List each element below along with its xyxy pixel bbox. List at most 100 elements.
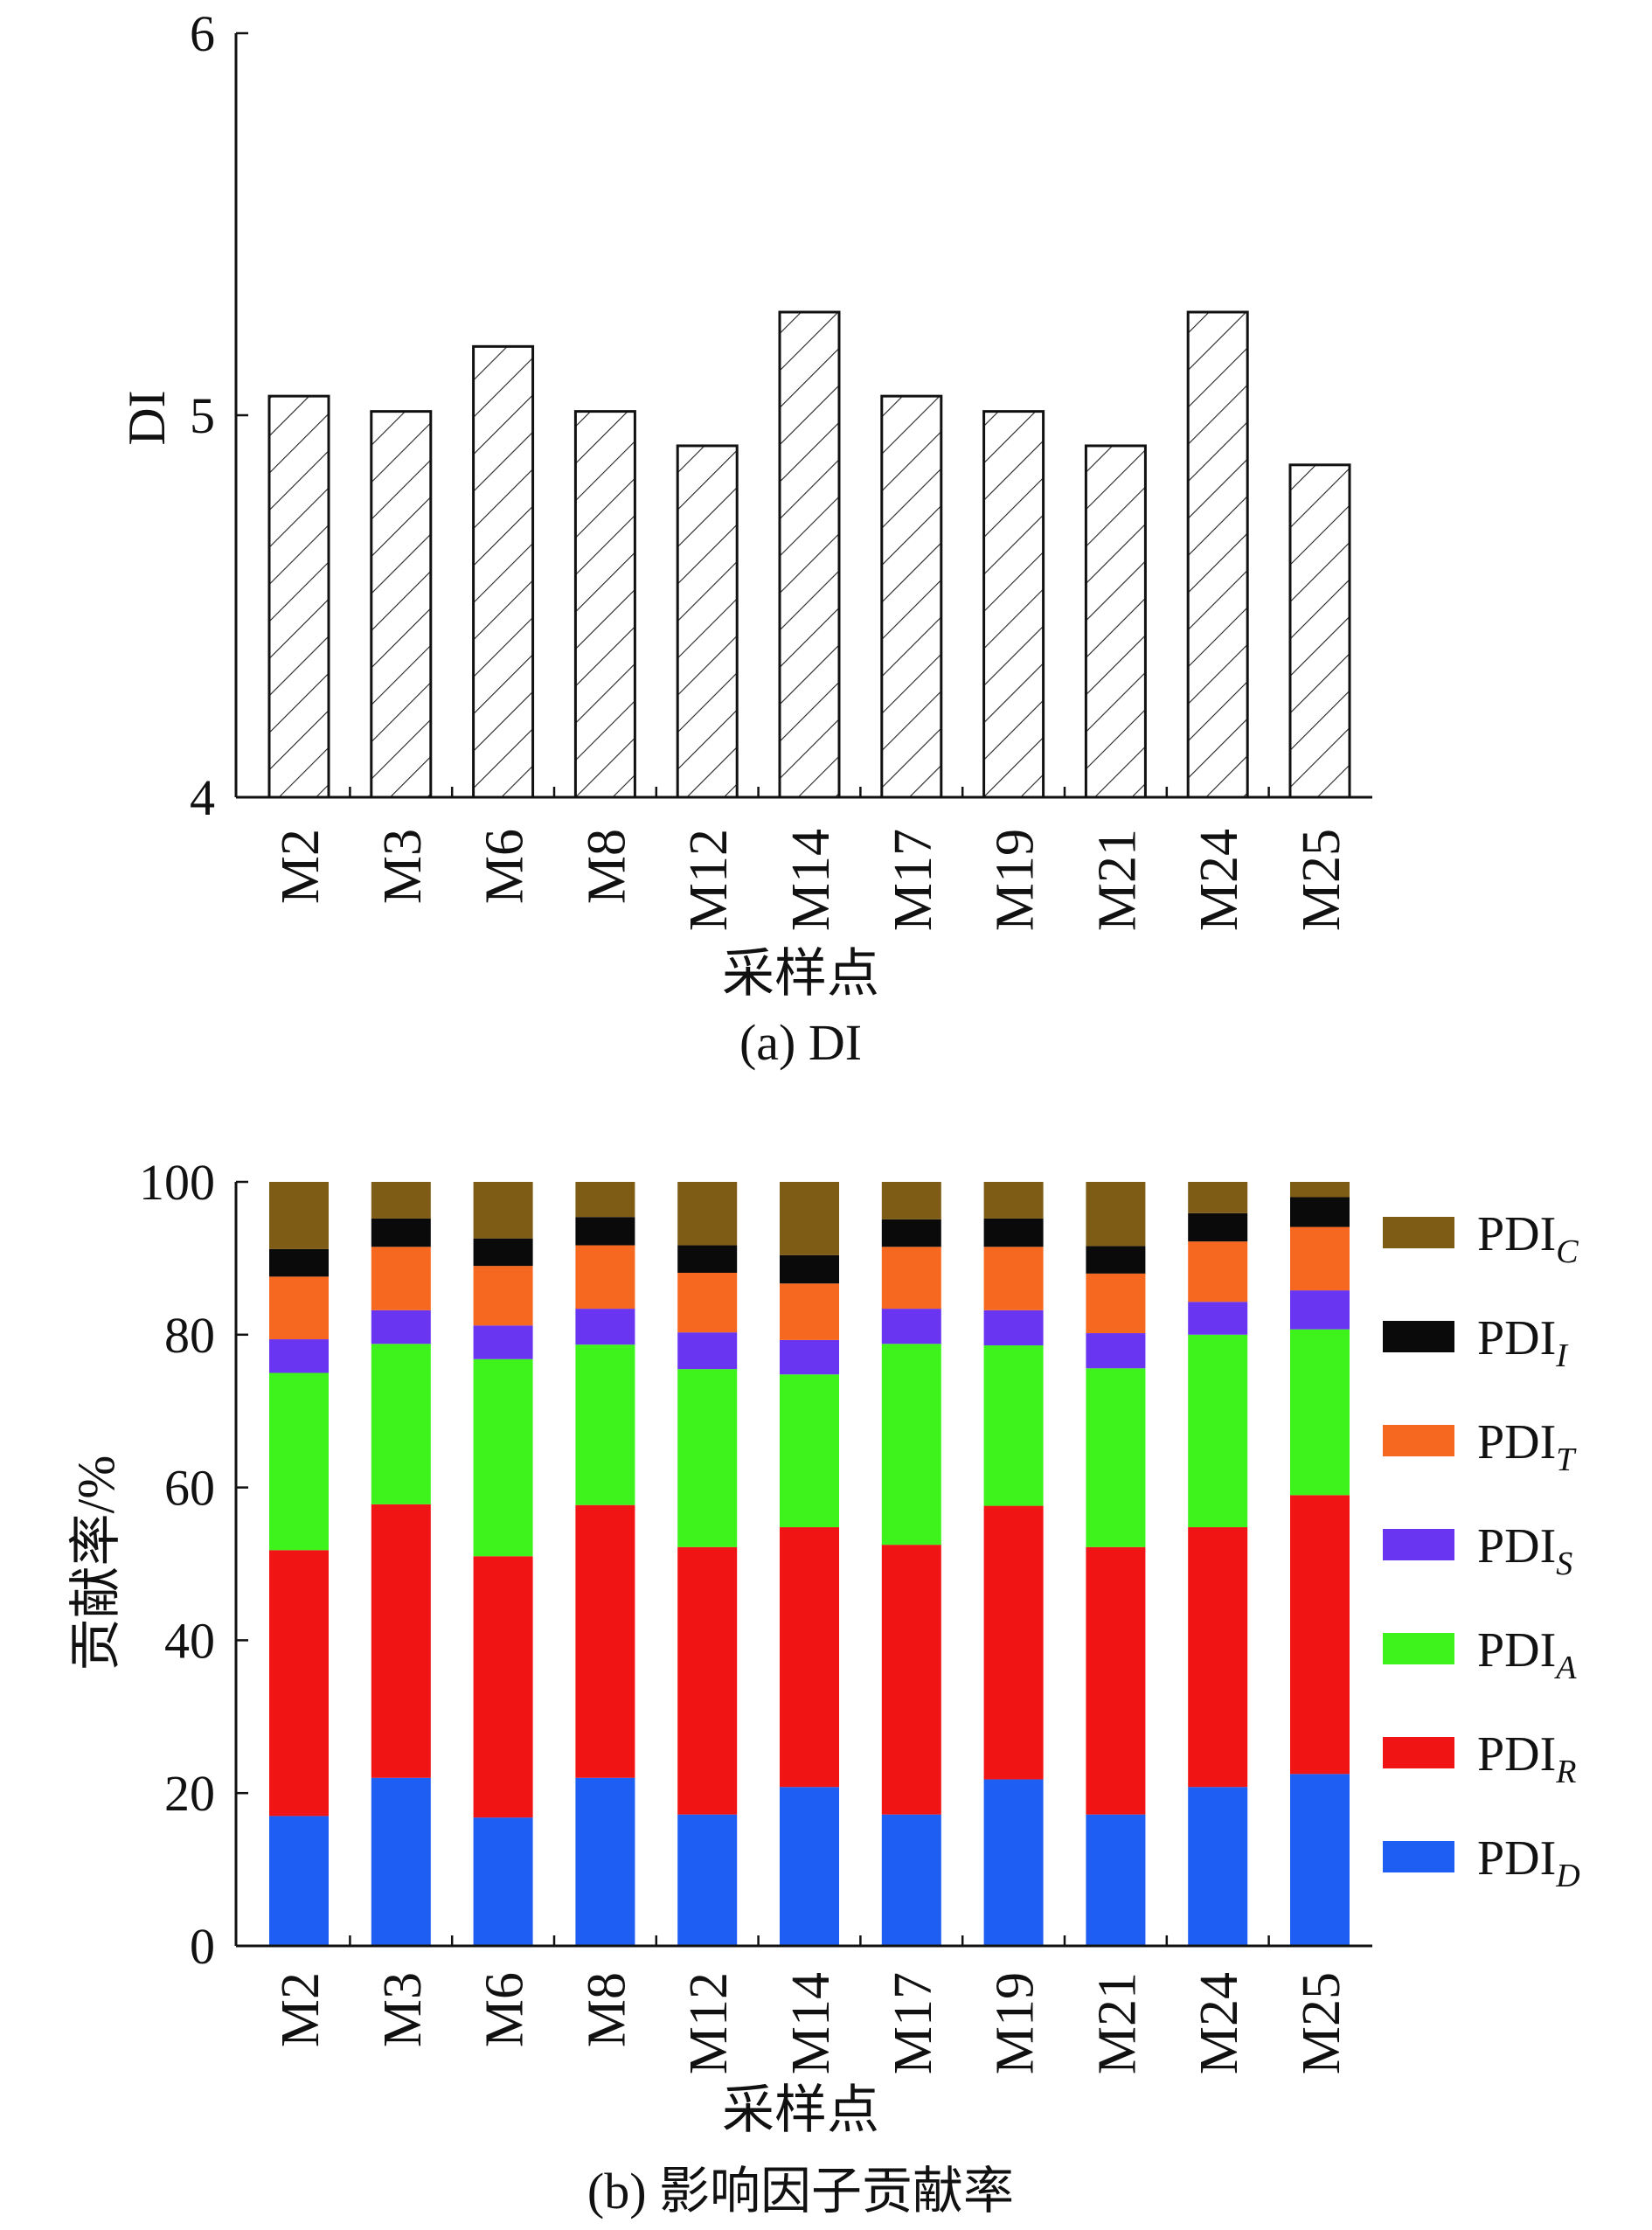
legend-label-s: PDIS (1477, 1519, 1572, 1582)
chart-b-segment-c (1290, 1182, 1350, 1198)
chart-b-y-ticks: 0 20 40 60 80 100 (139, 1154, 248, 1975)
chart-b-segment-c (677, 1182, 738, 1246)
chart-b-caption: (b) 影响因子贡献率 (587, 2163, 1014, 2220)
chart-b-legend: PDIC PDII PDIT PDIS PDIA PDIR PDID (1383, 1207, 1580, 1894)
chart-a-bar (1288, 463, 1351, 799)
chart-a-x-tick-label: M3 (373, 829, 433, 904)
chart-a-x-tick-label: M17 (884, 829, 943, 931)
chart-a-x-tick-label: M8 (577, 829, 636, 904)
chart-a-x-tick-label: M2 (271, 829, 330, 904)
chart-b-segment-t (1188, 1241, 1248, 1303)
chart-b-segment-d (575, 1777, 635, 1946)
chart-b-segment-c (269, 1182, 329, 1249)
chart-b-segment-c (1188, 1182, 1248, 1213)
chart-b-segment-t (1086, 1273, 1146, 1334)
legend-label-r: PDIR (1477, 1727, 1576, 1790)
chart-b-segment-r (881, 1545, 941, 1815)
chart-b-segment-s (1290, 1290, 1350, 1330)
chart-a-bar (676, 444, 739, 799)
chart-b-segment-a (269, 1372, 329, 1551)
chart-b-segment-d (881, 1814, 941, 1946)
chart-b-segment-i (575, 1217, 635, 1246)
chart-b-segment-i (473, 1238, 533, 1267)
chart-b-segment-a (983, 1345, 1044, 1506)
chart-b-x-tick-label: M19 (986, 1972, 1045, 2074)
chart-b-segment-d (677, 1814, 738, 1946)
legend-label-d: PDID (1477, 1831, 1580, 1894)
chart-b-segment-r (983, 1505, 1044, 1780)
chart-a-x-tick-label: M24 (1190, 829, 1249, 931)
chart-b-segment-a (1188, 1334, 1248, 1528)
chart-b-segment-i (1290, 1197, 1350, 1227)
chart-a-y-tick-label: 5 (190, 387, 215, 444)
chart-b-segment-a (1086, 1368, 1146, 1547)
chart-a-bar (778, 310, 841, 799)
chart-a-bars (267, 310, 1351, 799)
chart-b-x-tick-label: M3 (373, 1972, 433, 2047)
legend-label-c: PDIC (1477, 1207, 1579, 1270)
chart-b-segment-c (473, 1182, 533, 1239)
chart-b-y-tick-label: 20 (164, 1765, 215, 1822)
chart-b-segment-t (371, 1247, 431, 1310)
chart-a-y-ticks: 4 5 6 (190, 5, 248, 826)
chart-b-y-axis-title: 贡献率/% (67, 1455, 125, 1671)
chart-a-x-tick-label: M25 (1292, 829, 1351, 931)
chart-b-segment-s (371, 1310, 431, 1344)
chart-a-bar (982, 410, 1045, 799)
chart-b-segment-c (1086, 1182, 1146, 1247)
chart-b-segment-c (881, 1182, 941, 1219)
chart-a-bar (880, 394, 943, 799)
chart-b-segment-i (269, 1248, 329, 1277)
chart-b-segment-i (780, 1254, 839, 1284)
chart-b-segment-r (677, 1546, 738, 1815)
chart-b-x-tick-label: M14 (781, 1972, 841, 2074)
chart-b-segment-d (780, 1787, 839, 1946)
chart-b-segment-s (1188, 1302, 1248, 1335)
chart-b-segment-s (780, 1339, 839, 1375)
chart-a-bar (573, 410, 636, 799)
chart-b-segment-a (1290, 1329, 1350, 1496)
chart-a-bar (1186, 310, 1249, 799)
chart-b-x-ticks: M2 M3 M6 M8 M12 M14 M17 M19 M21 M24 M25 (271, 1972, 1351, 2074)
chart-b-segment-d (983, 1779, 1044, 1946)
chart-b-segment-s (983, 1310, 1044, 1346)
chart-b-segment-d (473, 1817, 533, 1946)
chart-b-segment-a (371, 1344, 431, 1504)
chart-a-bar (267, 394, 330, 799)
chart-b-segment-s (1086, 1333, 1146, 1369)
chart-b-segment-c (371, 1182, 431, 1219)
chart-b-segment-a (473, 1358, 533, 1557)
chart-b-x-axis-title: 采样点 (722, 2081, 879, 2139)
chart-b-segment-s (473, 1325, 533, 1359)
chart-b-segment-d (269, 1816, 329, 1946)
chart-a-x-axis-title: 采样点 (722, 945, 879, 1003)
chart-b-x-tick-label: M25 (1292, 1972, 1351, 2074)
chart-a-y-axis-title: DI (118, 390, 176, 445)
chart-b-segment-d (1290, 1774, 1350, 1946)
chart-b-segment-r (371, 1504, 431, 1778)
chart-a-di: 4 5 6 M2 M3 M6 M8 M12 M14 M17 M19 M21 M24 M25 DI 采样点… (118, 5, 1372, 1071)
chart-b-y-tick-label: 80 (164, 1307, 215, 1364)
chart-b-segment-t (677, 1273, 738, 1333)
chart-b-y-tick-label: 40 (164, 1612, 215, 1669)
chart-b-y-tick-label: 60 (164, 1460, 215, 1517)
chart-b-y-tick-label: 0 (190, 1918, 215, 1975)
chart-a-y-tick-label: 4 (190, 769, 215, 826)
chart-b-segment-s (575, 1309, 635, 1345)
chart-b-segment-d (1086, 1814, 1146, 1946)
chart-b-bars (269, 1182, 1350, 1946)
chart-b-segment-r (269, 1550, 329, 1817)
chart-a-bar (472, 344, 535, 799)
chart-b-segment-r (1086, 1546, 1146, 1815)
chart-a-x-tick-label: M6 (475, 829, 535, 904)
legend-label-a: PDIA (1477, 1623, 1577, 1686)
chart-b-segment-t (473, 1266, 533, 1326)
legend-swatch-i (1383, 1321, 1454, 1352)
chart-a-x-tick-label: M12 (679, 829, 739, 931)
chart-b-segment-a (575, 1344, 635, 1505)
legend-swatch-s (1383, 1529, 1454, 1560)
chart-b-x-tick-label: M8 (577, 1972, 636, 2047)
legend-label-i: PDII (1477, 1311, 1569, 1374)
